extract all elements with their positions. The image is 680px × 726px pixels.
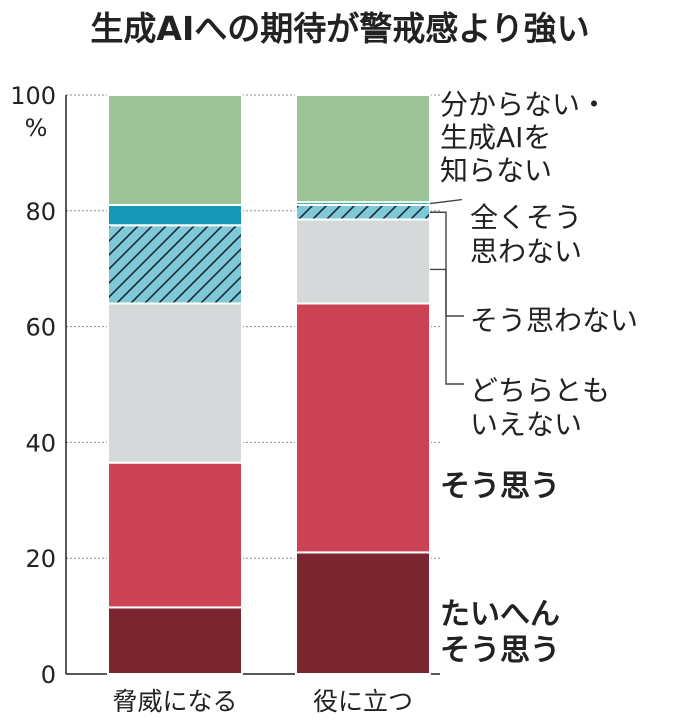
series-label: どちらともいえない [470, 374, 610, 441]
legend-leader-lines [429, 198, 464, 385]
bar-segment [107, 302, 243, 464]
bar-segment [107, 606, 243, 675]
x-axis-categories: 脅威になる 役に立つ [112, 687, 413, 716]
y-axis-ticks: 0 20 40 60 80 100 [10, 82, 56, 689]
series-label: そう思う [440, 469, 560, 504]
x-category-label: 脅威になる [112, 687, 237, 716]
series-label: そう思わない [470, 304, 638, 337]
bar-segment [295, 204, 431, 221]
series-labels: たいへんそう思う そう思う どちらともいえない そう思わない 全くそう思わない 分からない… [440, 88, 638, 668]
bar-segment [295, 551, 431, 675]
bar-segment [107, 461, 243, 609]
bar-segment [295, 218, 431, 305]
y-tick-label: 80 [25, 198, 56, 226]
bar-segment [295, 94, 431, 204]
bar-segment [107, 204, 243, 227]
series-label: 分からない・生成AIを知らない [440, 88, 608, 187]
x-category-label: 役に立つ [313, 687, 413, 716]
chart-title: 生成AIへの期待が警戒感より強い [90, 9, 589, 48]
y-tick-label: 100 [10, 82, 56, 110]
bars [107, 94, 431, 675]
leader-line [430, 211, 464, 317]
bar-segment [107, 224, 243, 305]
bar-segment [295, 302, 431, 554]
y-tick-label: 40 [25, 429, 56, 457]
series-label: 全くそう思わない [470, 201, 582, 268]
y-unit-label: % [25, 114, 48, 142]
leader-line [430, 268, 464, 385]
y-tick-label: 0 [41, 661, 56, 689]
bar-segment [107, 94, 243, 207]
y-tick-label: 60 [25, 314, 56, 342]
y-tick-label: 20 [25, 545, 56, 573]
series-label: たいへんそう思う [440, 597, 560, 668]
leader-line [429, 198, 463, 205]
